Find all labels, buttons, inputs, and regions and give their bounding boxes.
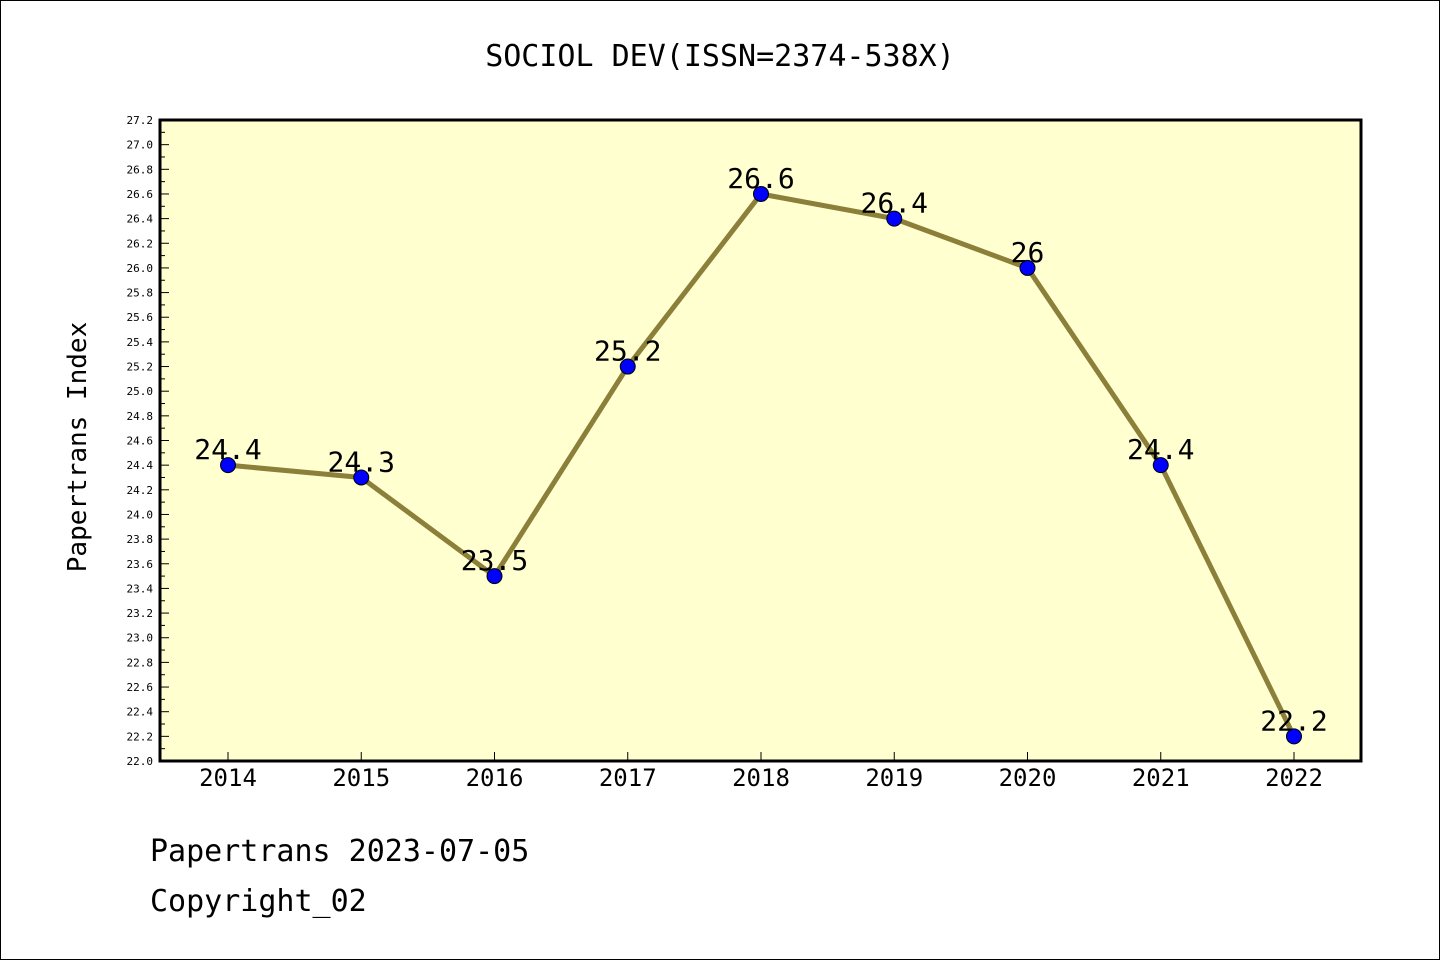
y-tick-label: 22.2	[127, 730, 154, 743]
data-point	[1286, 728, 1302, 745]
y-tick-label: 22.0	[127, 755, 154, 768]
data-point	[619, 358, 636, 375]
data-label: 22.2	[1260, 704, 1327, 737]
y-axis-label: Papertrans Index	[63, 322, 93, 572]
y-tick-label: 25.8	[127, 287, 154, 300]
y-tick-label: 23.4	[127, 582, 154, 595]
y-tick-label: 26.4	[127, 213, 154, 226]
plot-border	[158, 118, 1363, 763]
data-label: 24.4	[194, 433, 261, 466]
data-point	[1152, 457, 1169, 474]
data-label: 26	[1011, 236, 1045, 269]
y-tick-label: 23.0	[127, 632, 154, 645]
y-tick-label: 25.0	[127, 385, 154, 398]
data-label: 24.4	[1127, 433, 1194, 466]
data-label: 25.2	[594, 335, 661, 368]
y-tick-label: 23.6	[127, 558, 154, 571]
x-tick-label: 2020	[999, 764, 1057, 792]
data-point	[220, 457, 236, 474]
x-tick-label: 2015	[332, 764, 390, 792]
y-tick-label: 26.8	[127, 163, 154, 176]
data-points	[220, 185, 1302, 745]
y-tick-label: 24.4	[127, 459, 154, 472]
data-label: 26.6	[727, 162, 794, 195]
x-tick-label: 2014	[199, 764, 257, 792]
y-tick-label: 23.2	[127, 607, 154, 620]
y-tick-label: 27.0	[127, 139, 154, 152]
y-tick-label: 22.8	[127, 656, 154, 669]
data-point	[1019, 259, 1036, 276]
footer-copyright: Copyright_02	[150, 884, 367, 919]
data-label: 23.5	[461, 544, 528, 577]
data-label: 26.4	[861, 187, 928, 220]
x-tick-label: 2019	[865, 764, 923, 792]
data-point	[753, 185, 769, 202]
y-tick-label: 24.6	[127, 435, 154, 448]
x-tick-label: 2022	[1265, 764, 1323, 792]
y-tick-label: 26.6	[127, 188, 154, 201]
x-tick-label: 2021	[1132, 764, 1190, 792]
y-tick-label: 22.4	[127, 706, 154, 719]
data-point	[353, 469, 370, 486]
data-label: 24.3	[328, 445, 395, 478]
y-tick-label: 25.6	[127, 311, 154, 324]
y-tick-label: 23.8	[127, 533, 154, 546]
y-tick-label: 24.8	[127, 410, 154, 423]
y-tick-label: 25.4	[127, 336, 154, 349]
y-tick-label: 22.6	[127, 681, 154, 694]
y-tick-label: 24.2	[127, 484, 154, 497]
plot-area	[160, 120, 1361, 761]
footer-date: Papertrans 2023-07-05	[150, 834, 530, 869]
x-axis-ticks: 2014 2015 2016 2017 2018 2019 2020 2021 2022	[199, 752, 1323, 792]
x-tick-label: 2018	[732, 764, 790, 792]
data-point	[886, 210, 903, 227]
y-tick-label: 25.2	[127, 361, 154, 374]
y-tick-label: 27.2	[127, 114, 154, 127]
data-point	[486, 568, 503, 585]
y-tick-label: 26.2	[127, 237, 154, 250]
x-tick-label: 2016	[466, 764, 524, 792]
y-tick-label: 24.0	[127, 508, 154, 521]
y-tick-label: 26.0	[127, 262, 154, 275]
chart-title: SOCIOL DEV(ISSN=2374-538X)	[485, 39, 955, 74]
y-axis-ticks: 22.0 22.2 22.4 22.6 22.8 23.0 23.2 23.4 23.6 23.8…	[127, 114, 169, 768]
data-labels: 24.4 24.3 23.5 25.2 26.6 26.4 26 24.4 22.2	[194, 162, 1327, 737]
x-tick-label: 2017	[599, 764, 657, 792]
